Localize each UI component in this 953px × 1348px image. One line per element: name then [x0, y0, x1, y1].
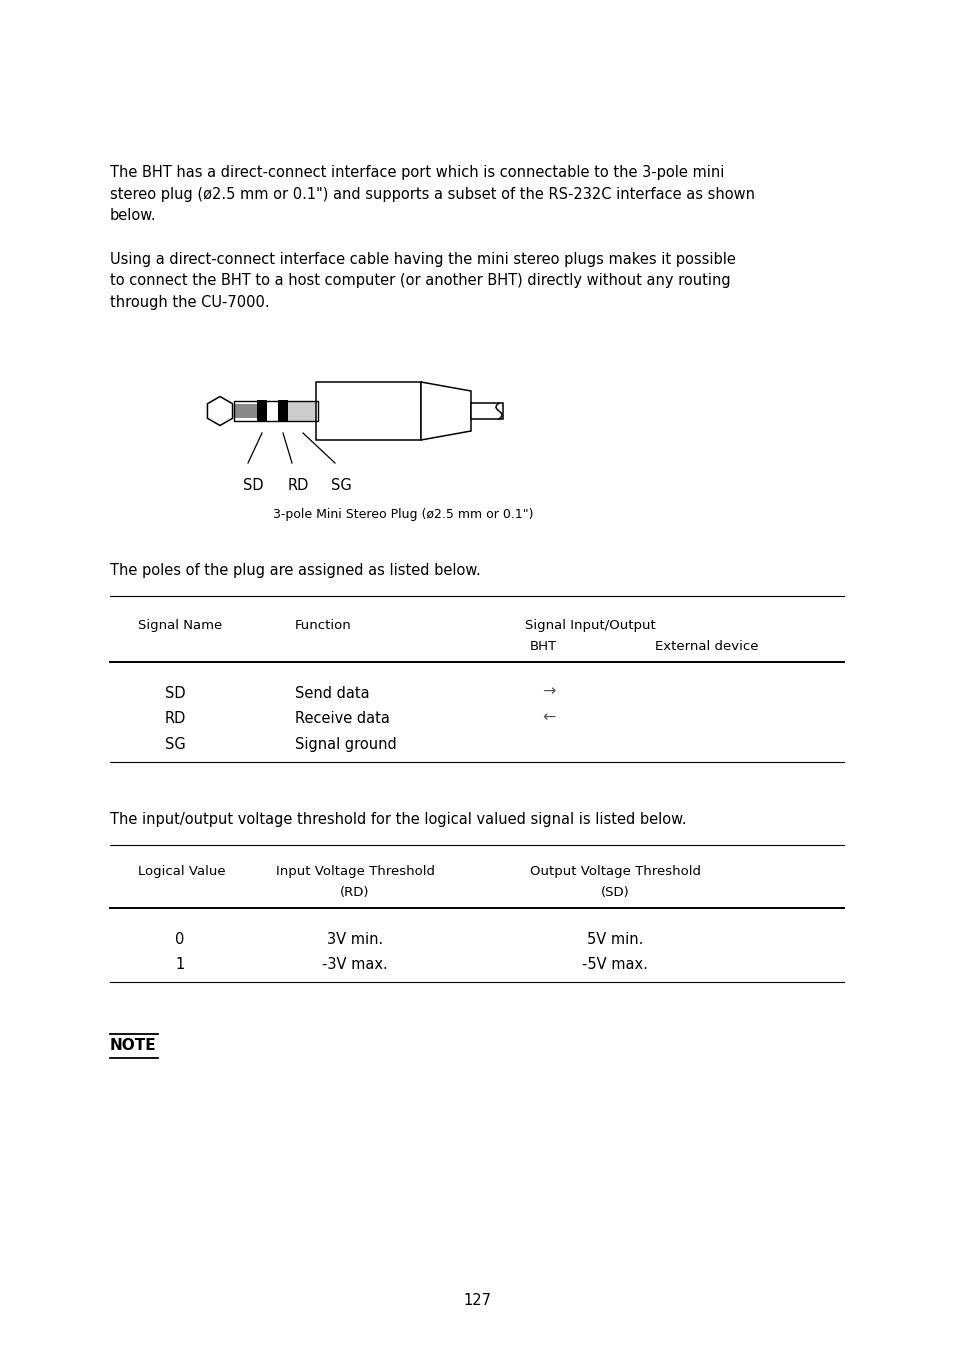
Text: -5V max.: -5V max. [581, 957, 647, 972]
Text: Receive data: Receive data [294, 710, 390, 727]
Text: SD: SD [243, 479, 263, 493]
Text: The poles of the plug are assigned as listed below.: The poles of the plug are assigned as li… [110, 563, 480, 578]
Text: -3V max.: -3V max. [322, 957, 388, 972]
Text: Logical Value: Logical Value [138, 864, 226, 878]
Text: Signal ground: Signal ground [294, 736, 396, 751]
Text: SG: SG [165, 736, 186, 751]
Text: SG: SG [331, 479, 352, 493]
Bar [233, 404, 272, 418]
Text: ←: ← [541, 710, 555, 725]
Bar [315, 381, 420, 439]
Bar [471, 403, 502, 419]
Bar [267, 400, 277, 421]
Text: 127: 127 [462, 1293, 491, 1308]
Text: below.: below. [110, 208, 156, 222]
Text: 1: 1 [174, 957, 184, 972]
Text: SD: SD [165, 686, 186, 701]
Text: External device: External device [655, 639, 758, 652]
Text: stereo plug (ø2.5 mm or 0.1") and supports a subset of the RS-232C interface as : stereo plug (ø2.5 mm or 0.1") and suppor… [110, 186, 754, 201]
Text: (RD): (RD) [340, 886, 370, 899]
Text: →: → [541, 685, 555, 700]
Text: 0: 0 [174, 931, 184, 946]
Text: Input Voltage Threshold: Input Voltage Threshold [275, 864, 434, 878]
Text: Signal Input/Output: Signal Input/Output [524, 619, 655, 631]
Bar [277, 400, 288, 422]
Text: The BHT has a direct-connect interface port which is connectable to the 3-pole m: The BHT has a direct-connect interface p… [110, 164, 723, 181]
Text: Function: Function [294, 619, 352, 631]
Text: through the CU-7000.: through the CU-7000. [110, 294, 270, 310]
Text: The input/output voltage threshold for the logical valued signal is listed below: The input/output voltage threshold for t… [110, 811, 686, 826]
Text: 3-pole Mini Stereo Plug (ø2.5 mm or 0.1"): 3-pole Mini Stereo Plug (ø2.5 mm or 0.1"… [273, 508, 533, 520]
Text: Signal Name: Signal Name [138, 619, 222, 631]
Text: Output Voltage Threshold: Output Voltage Threshold [529, 864, 700, 878]
Text: RD: RD [165, 710, 186, 727]
Text: BHT: BHT [530, 639, 557, 652]
Text: (SD): (SD) [600, 886, 629, 899]
Text: Using a direct-connect interface cable having the mini stereo plugs makes it pos: Using a direct-connect interface cable h… [110, 252, 735, 267]
Text: NOTE: NOTE [110, 1038, 156, 1053]
Text: RD: RD [288, 479, 309, 493]
Text: 3V min.: 3V min. [327, 931, 383, 946]
Text: Send data: Send data [294, 686, 369, 701]
Polygon shape [420, 381, 471, 439]
Bar [288, 400, 317, 421]
Bar [256, 400, 267, 422]
Bar [233, 400, 317, 421]
Text: to connect the BHT to a host computer (or another BHT) directly without any rout: to connect the BHT to a host computer (o… [110, 274, 730, 288]
Text: 5V min.: 5V min. [586, 931, 642, 946]
